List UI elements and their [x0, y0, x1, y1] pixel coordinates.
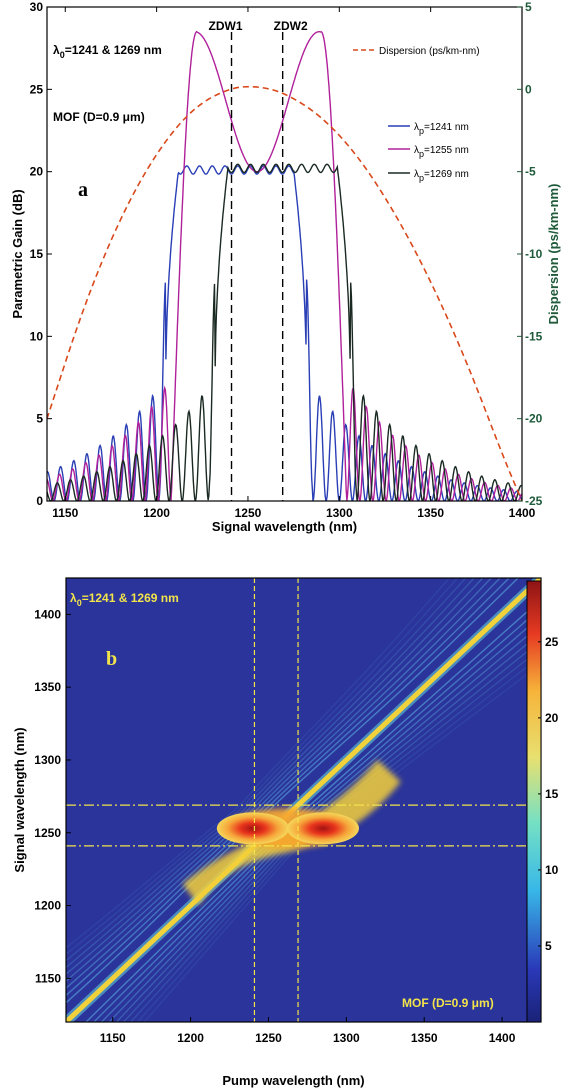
legend-label-1269: λp=1269 nm	[414, 169, 469, 183]
x-tick-label-b: 1150	[100, 1031, 126, 1045]
y-tick-label-a: 15	[30, 247, 44, 261]
y-axis-label-a: Parametric Gain (dB)	[10, 189, 25, 318]
zdw2-label: ZDW2	[274, 19, 308, 33]
y-tick-label-a: 30	[30, 0, 44, 14]
series-line-1255	[47, 30, 522, 501]
y-tick-label-a: 0	[36, 494, 43, 508]
series-line-1269	[47, 163, 522, 501]
hot-spot-1	[216, 812, 289, 845]
x-tick-label-b: 1300	[333, 1031, 360, 1045]
x-tick-label-b: 1200	[177, 1031, 204, 1045]
y2-tick-label-a: 5	[525, 0, 532, 14]
plot-frame-a	[46, 6, 523, 502]
lambda0-annotation-b: λ0=1241 & 1269 nm	[70, 591, 179, 608]
hot-spot-2	[286, 812, 359, 845]
zdw1-label: ZDW1	[209, 19, 243, 33]
colorbar-tick-label: 15	[545, 787, 559, 801]
y-tick-label-a: 5	[36, 412, 43, 426]
x-tick-label-b: 1350	[411, 1031, 438, 1045]
colorbar	[526, 580, 542, 1023]
plot-area-a	[47, 30, 522, 501]
x-tick-label-b: 1250	[255, 1031, 282, 1045]
series-line-dispersion	[47, 85, 522, 501]
plot-area-b	[66, 578, 541, 1022]
x-tick-label-a: 1200	[143, 506, 170, 520]
legend-label-1241: λp=1241 nm	[414, 122, 469, 136]
y2-tick-label-a: -20	[525, 412, 543, 426]
legend-label-dispersion: Dispersion (ps/km-nm)	[379, 46, 480, 57]
colorbar-tick-label: 25	[545, 635, 559, 649]
y-tick-label-a: 10	[30, 329, 44, 343]
x-axis-label-b: Pump wavelength (nm)	[222, 1073, 364, 1088]
y2-tick-label-a: -10	[525, 247, 543, 261]
chart-a: 1150 1200 1250 1300 1350 1400 0 5 10 15 20 25 30 -25 -…	[10, 0, 561, 534]
colorbar-tick-label: 5	[545, 939, 552, 953]
y-tick-label-b: 1400	[34, 607, 61, 621]
y-tick-label-b: 1150	[35, 971, 61, 985]
y-axis-label-b: Signal wavelength (nm)	[12, 727, 27, 872]
mof-annotation-b: MOF (D=0.9 μm)	[402, 996, 494, 1010]
series-line-1241	[47, 165, 522, 501]
y2-tick-label-a: 0	[525, 82, 532, 96]
lambda0-annotation-a: λ0=1241 & 1269 nm	[53, 43, 162, 60]
x-tick-label-a: 1300	[326, 506, 353, 520]
ripple-fringe-upper	[66, 578, 451, 949]
y-tick-label-b: 1300	[34, 753, 61, 767]
y2-tick-label-a: -15	[525, 329, 543, 343]
x-tick-label-a: 1250	[235, 506, 262, 520]
y-tick-label-b: 1350	[34, 680, 61, 694]
y-tick-label-a: 25	[30, 82, 44, 96]
panel-letter-a: a	[78, 179, 88, 201]
x-tick-label-a: 1400	[509, 506, 536, 520]
legend-label-1255: λp=1255 nm	[414, 145, 469, 159]
x-tick-label-b: 1400	[489, 1031, 516, 1045]
x-axis-label-a: Signal wavelength (nm)	[212, 519, 357, 534]
y2-axis-label-a: Dispersion (ps/km-nm)	[546, 184, 561, 325]
y2-tick-label-a: -25	[525, 494, 543, 508]
colorbar-tick-label: 10	[545, 863, 559, 877]
chart-b: 1150 1200 1250 1300 1350 1400 1150 1200 1250 1300…	[12, 577, 559, 1088]
colorbar-tick-label: 20	[545, 711, 559, 725]
ripple-fringe-lower	[143, 662, 541, 1022]
ripple-fringe-upper	[66, 578, 459, 956]
x-tick-label-a: 1150	[52, 506, 78, 520]
y-tick-label-b: 1200	[34, 899, 61, 913]
y-tick-label-b: 1250	[34, 826, 61, 840]
diagonal-gain-band	[66, 578, 541, 1022]
y-tick-label-a: 20	[30, 165, 44, 179]
x-tick-label-a: 1350	[417, 506, 444, 520]
panel-letter-b: b	[106, 648, 117, 670]
y2-tick-label-a: -5	[525, 165, 536, 179]
mof-annotation-a: MOF (D=0.9 μm)	[53, 110, 145, 124]
